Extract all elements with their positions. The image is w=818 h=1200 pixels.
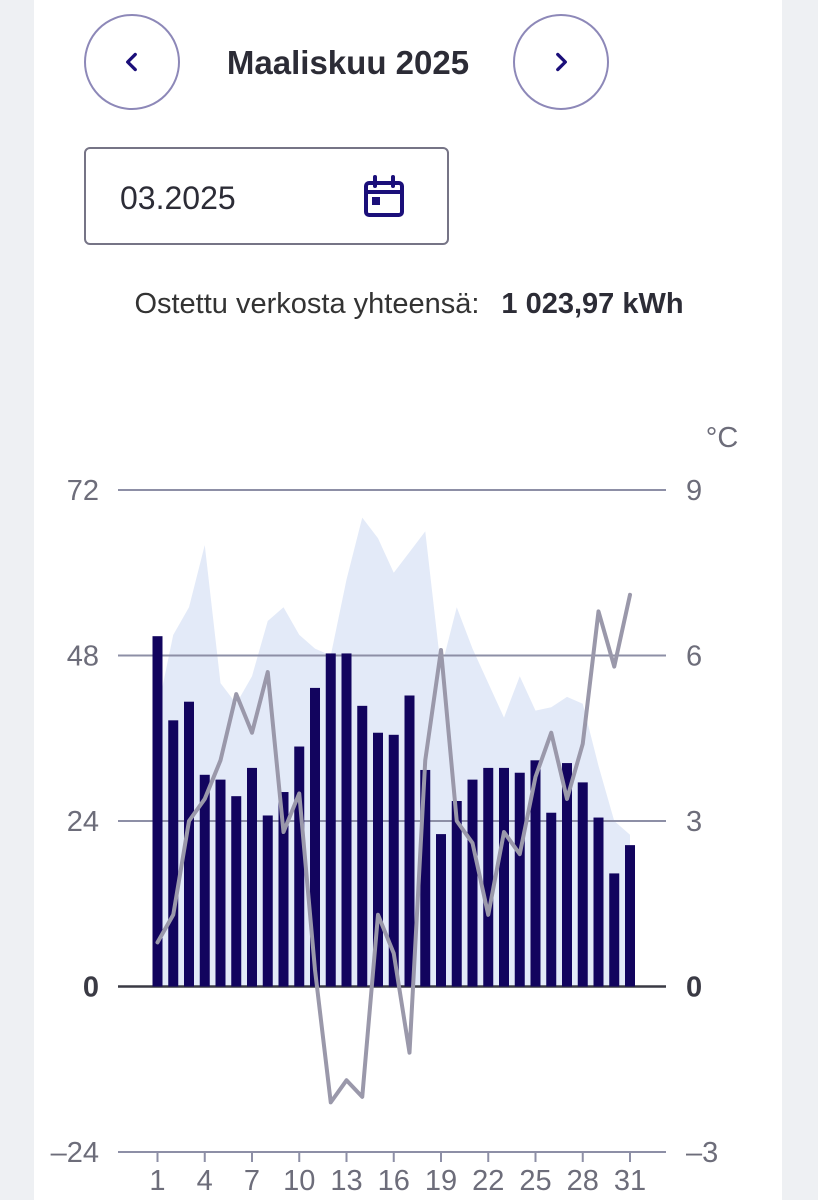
consumption-bar [310, 687, 320, 987]
consumption-bar [278, 792, 289, 987]
x-axis-tick-label: 19 [425, 1165, 457, 1197]
left-axis-tick: –24 [51, 1137, 99, 1169]
month-date-field[interactable]: 03.2025 [84, 147, 449, 245]
consumption-bar [546, 812, 557, 987]
x-axis-tick-label: 25 [519, 1165, 551, 1197]
x-axis-tick-label: 7 [244, 1165, 260, 1197]
consumption-bar [562, 763, 572, 987]
chevron-left-icon [126, 52, 137, 72]
consumption-bar [199, 774, 210, 987]
right-axis-tick: –3 [686, 1137, 718, 1169]
previous-month-button[interactable] [84, 14, 180, 110]
x-axis-tick-label: 13 [330, 1165, 362, 1197]
right-axis-tick: 6 [686, 641, 702, 673]
x-axis-tick-label: 16 [378, 1165, 410, 1197]
date-field-value: 03.2025 [120, 180, 236, 216]
right-axis-tick: 3 [686, 806, 702, 838]
summary-label: Ostettu verkosta yhteensä: [134, 288, 480, 320]
x-axis-tick-label: 4 [197, 1165, 213, 1197]
left-axis-tick: 72 [67, 475, 99, 507]
left-axis-tick: 48 [67, 641, 99, 673]
calendar-icon[interactable] [362, 175, 406, 219]
consumption-bar [152, 636, 163, 987]
summary-value: 1 023,97 kWh [501, 288, 684, 320]
consumption-bar [451, 801, 462, 987]
consumption-bars [152, 636, 635, 987]
consumption-temperature-chart: –24 0 24 48 72 –3 0 3 6 9 1 4 7 10 13 16 19 22 25 28 31 °C [51, 422, 739, 1197]
right-axis-tick: 9 [686, 475, 702, 507]
consumption-bar [168, 720, 179, 987]
consumption-bar [262, 815, 273, 987]
chevron-right-icon [556, 52, 567, 72]
temperature-line-layer [155, 592, 632, 1105]
x-axis-tick-label: 1 [149, 1165, 165, 1197]
x-axis-tick-label: 10 [283, 1165, 315, 1197]
consumption-bar [341, 653, 352, 987]
consumption-bar [467, 779, 478, 987]
consumption-bar [530, 760, 541, 987]
consumption-bar [593, 817, 604, 987]
axis-ticks: –24 0 24 48 72 –3 0 3 6 9 1 4 7 10 13 16 19 22 25 28 31 [51, 475, 719, 1197]
consumption-bar [357, 705, 368, 987]
consumption-bar [625, 845, 635, 987]
temperature-line [155, 592, 632, 1105]
consumption-bar [294, 746, 305, 987]
x-axis-tick-label: 28 [567, 1165, 599, 1197]
consumption-bar [388, 734, 399, 987]
left-axis-tick: 0 [83, 972, 99, 1004]
consumption-bar [499, 767, 509, 987]
right-axis-unit: °C [706, 422, 739, 454]
consumption-bar [373, 732, 383, 987]
x-axis-tick-label: 31 [614, 1165, 646, 1197]
consumption-bar [609, 873, 620, 987]
consumption-bar [184, 701, 194, 987]
left-axis-tick: 24 [67, 806, 99, 838]
grid-purchase-summary: Ostettu verkosta yhteensä: 1 023,97 kWh [0, 288, 818, 321]
x-axis-tick-label: 22 [472, 1165, 504, 1197]
consumption-bar [483, 767, 494, 987]
consumption-bar [231, 796, 242, 987]
consumption-bar [436, 834, 446, 987]
month-title: Maaliskuu 2025 [226, 44, 470, 81]
right-axis-tick: 0 [686, 972, 702, 1004]
consumption-bar [577, 782, 588, 987]
consumption-bar [215, 779, 226, 987]
consumption-bar [325, 653, 336, 987]
next-month-button[interactable] [513, 14, 609, 110]
consumption-bar [420, 769, 431, 987]
consumption-bar [247, 767, 257, 987]
consumption-bar [404, 695, 415, 987]
consumption-bar [514, 772, 525, 987]
